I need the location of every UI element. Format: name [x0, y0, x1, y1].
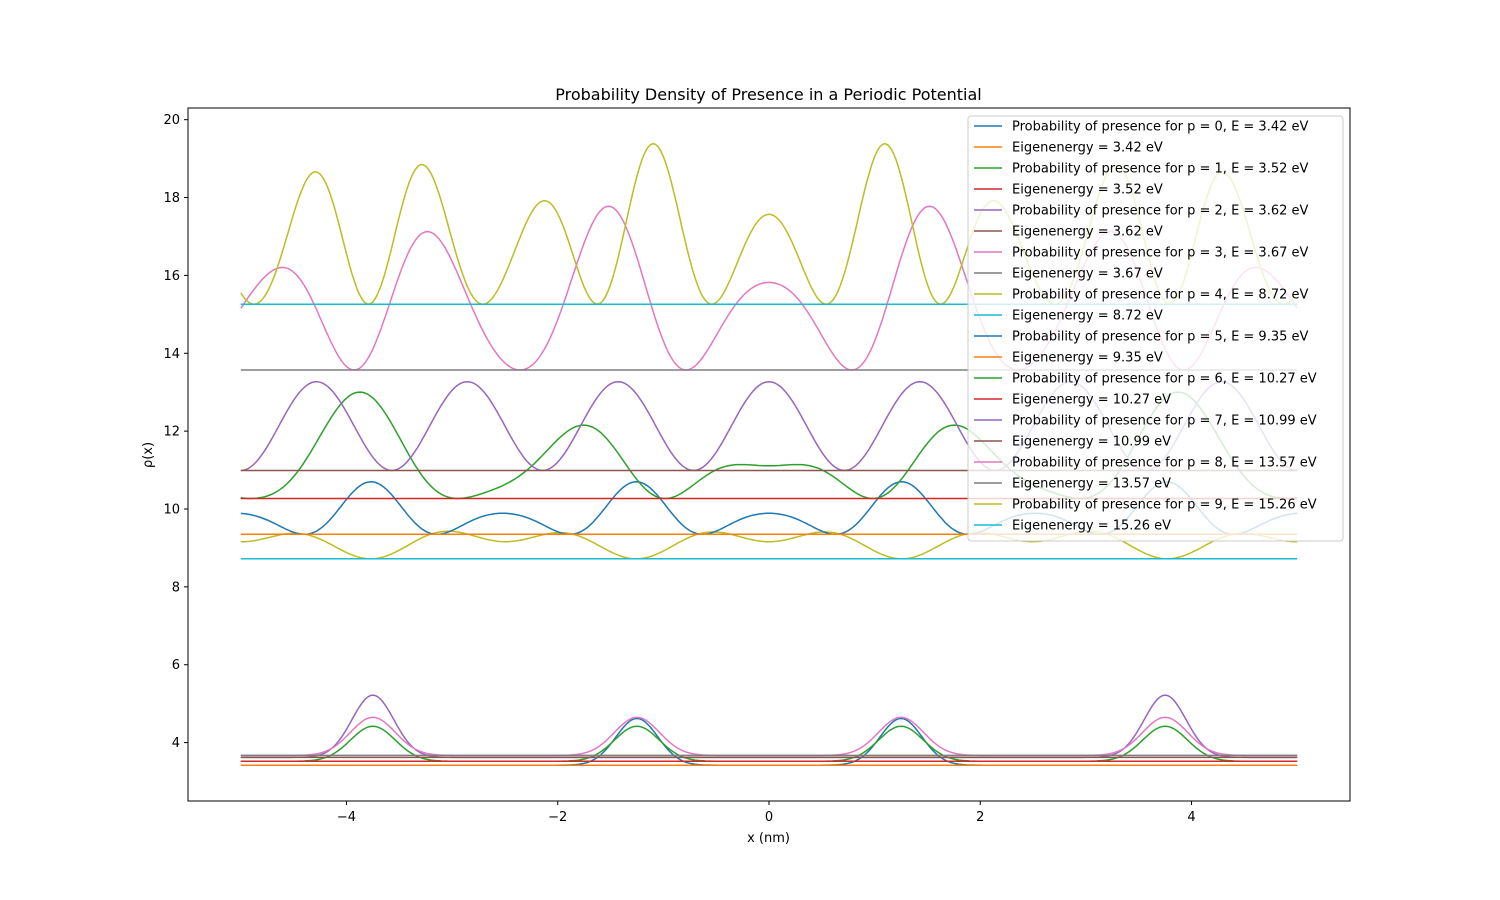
legend-entry: Probability of presence for p = 6, E = 1… — [1012, 372, 1317, 387]
legend-entry: Probability of presence for p = 9, E = 1… — [1012, 498, 1317, 513]
chart-title: Probability Density of Presence in a Per… — [555, 85, 981, 104]
legend-box — [967, 115, 1344, 542]
y-axis-label: ρ(x) — [141, 442, 156, 468]
x-tick-label: 2 — [976, 810, 984, 825]
legend: Probability of presence for p = 0, E = 3… — [967, 115, 1344, 542]
legend-entry: Eigenenergy = 8.72 eV — [1012, 309, 1163, 324]
x-tick-label: 0 — [765, 810, 773, 825]
y-tick-label: 10 — [163, 503, 180, 518]
series-line-6 — [240, 716, 1298, 757]
y-tick-label: 16 — [163, 269, 180, 284]
series-line-0 — [240, 717, 1298, 766]
y-tick-label: 6 — [172, 658, 180, 673]
x-tick-label: −2 — [548, 810, 567, 825]
legend-entry: Probability of presence for p = 5, E = 9… — [1012, 330, 1309, 345]
legend-entry: Probability of presence for p = 2, E = 3… — [1012, 204, 1309, 219]
legend-entry: Eigenenergy = 3.52 eV — [1012, 183, 1163, 198]
y-tick-label: 8 — [172, 580, 180, 595]
legend-entry: Probability of presence for p = 4, E = 8… — [1012, 288, 1309, 303]
y-tick-label: 18 — [163, 191, 180, 206]
legend-entry: Probability of presence for p = 1, E = 3… — [1012, 162, 1309, 177]
legend-entry: Eigenenergy = 9.35 eV — [1012, 351, 1163, 366]
legend-entry: Probability of presence for p = 8, E = 1… — [1012, 456, 1317, 471]
x-axis-label: x (nm) — [747, 831, 790, 846]
legend-entry: Eigenenergy = 3.42 eV — [1012, 141, 1163, 156]
x-axis: −4 −2 0 2 4 — [337, 801, 1196, 825]
legend-entry: Probability of presence for p = 3, E = 3… — [1012, 246, 1309, 261]
x-tick-label: −4 — [337, 810, 356, 825]
x-tick-label: 4 — [1187, 810, 1195, 825]
legend-entry: Eigenenergy = 3.67 eV — [1012, 267, 1163, 282]
legend-entry: Eigenenergy = 10.99 eV — [1012, 435, 1171, 450]
legend-entry: Eigenenergy = 13.57 eV — [1012, 477, 1171, 492]
y-axis: 4 6 8 10 12 14 16 18 20 — [163, 113, 188, 751]
legend-entry: Probability of presence for p = 7, E = 1… — [1012, 414, 1317, 429]
legend-entry: Probability of presence for p = 0, E = 3… — [1012, 120, 1309, 135]
legend-entry: Eigenenergy = 10.27 eV — [1012, 393, 1171, 408]
y-tick-label: 4 — [172, 736, 180, 751]
y-tick-label: 20 — [163, 113, 180, 128]
y-tick-label: 14 — [163, 347, 180, 362]
y-tick-label: 12 — [163, 425, 180, 440]
legend-entry: Eigenenergy = 15.26 eV — [1012, 519, 1171, 534]
series-line-4 — [240, 694, 1298, 759]
legend-entry: Eigenenergy = 3.62 eV — [1012, 225, 1163, 240]
